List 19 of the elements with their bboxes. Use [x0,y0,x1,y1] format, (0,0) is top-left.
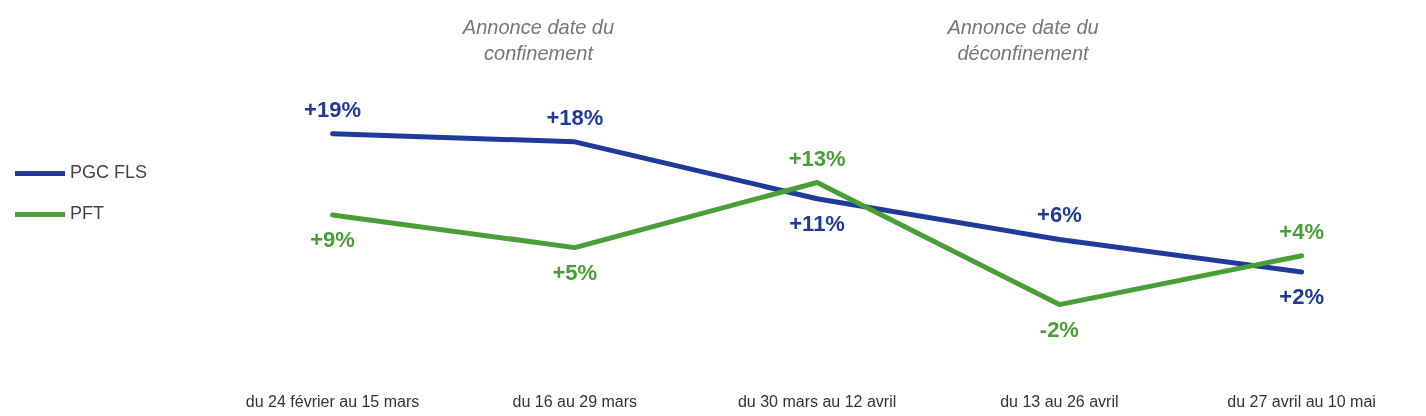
legend-label: PFT [70,203,104,224]
data-label: +6% [1037,202,1082,228]
text: Annonce date du déconfinement [946,15,1099,64]
data-label: +9% [310,227,355,253]
data-label: +4% [1279,218,1324,244]
data-label: -2% [1039,316,1079,342]
x-tick-label: du 16 au 29 mars [512,392,638,410]
data-label: +2% [1279,284,1324,310]
data-label: +18% [546,104,604,130]
data-label: +5% [552,259,598,285]
x-tick-label: du 24 février au 15 mars [245,392,420,410]
legend-label: PGC FLS [70,162,148,183]
x-tick-label: du 27 avril au 10 mai [1227,392,1376,410]
data-label: +19% [304,96,362,122]
text: Annonce date du confinement [461,15,615,64]
data-label: +11% [789,210,845,236]
data-label: +13% [788,145,846,171]
x-tick-label: du 13 au 26 avril [1000,392,1119,410]
x-tick-label: du 30 mars au 12 avril [737,392,897,410]
